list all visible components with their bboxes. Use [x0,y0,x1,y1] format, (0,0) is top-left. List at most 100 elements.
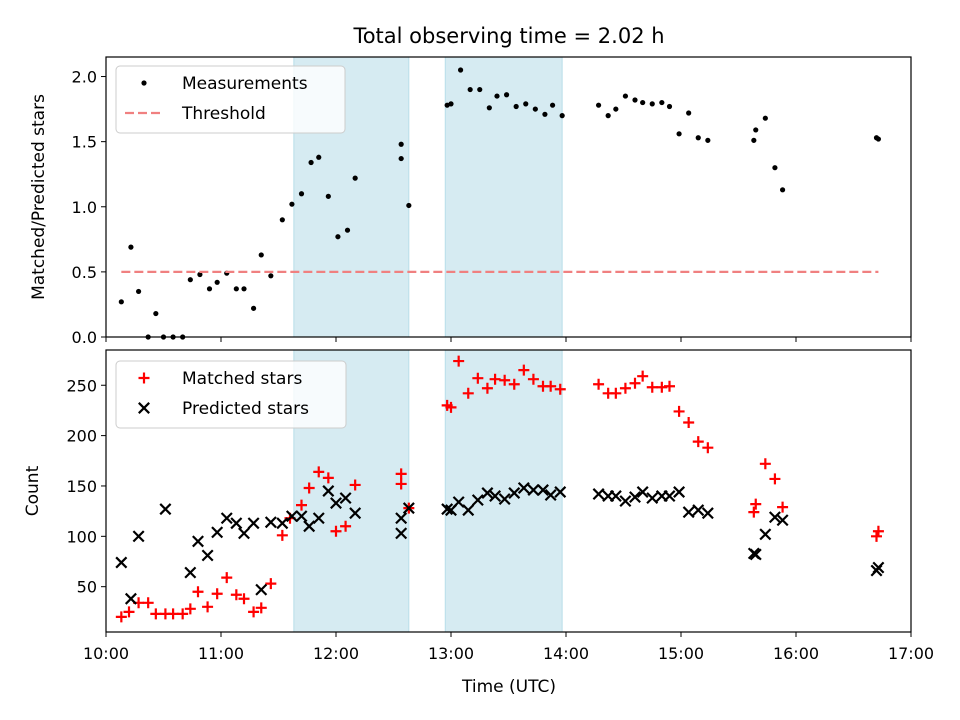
data-point [692,436,704,448]
data-point [619,495,632,508]
data-point [303,520,316,533]
data-point [532,106,538,112]
series-predicted-stars [115,482,885,605]
data-point [398,141,404,147]
data-point [184,566,197,579]
data-point [441,503,454,516]
data-point [241,286,247,292]
legend: Measurements Threshold [115,65,346,134]
data-point [457,67,464,73]
data-point [872,561,885,574]
data-point [609,490,622,503]
data-point [197,271,203,278]
data-point [255,602,267,614]
data-point [508,487,521,499]
y-axis-label: Matched/Predicted stars [29,94,49,300]
data-point [352,175,358,181]
y-axis-label: Count [23,465,43,516]
y-tick-label: 2.0 [72,68,97,87]
data-point [776,514,789,527]
data-point [322,472,334,484]
data-point [192,535,204,548]
data-point [489,490,502,503]
data-point [192,586,204,598]
data-point [513,103,519,110]
data-point [673,486,686,498]
data-point [542,111,548,117]
data-point [230,589,242,601]
legend-swatch [141,80,147,86]
data-point [279,217,285,223]
y-tick-label: 1.5 [72,133,97,152]
y-tick-label: 1.0 [72,198,97,217]
y-tick-label: 250 [66,376,97,395]
data-point [258,252,264,258]
data-point [349,507,362,520]
data-point [663,490,676,503]
data-point [695,135,701,141]
data-point [637,370,649,382]
data-point [610,387,622,399]
y-tick-label: 150 [66,477,97,496]
data-point [322,485,335,497]
x-tick-label: 13:00 [428,644,474,663]
data-point [398,155,404,162]
data-point [705,137,711,143]
data-point [632,97,638,103]
data-point [187,277,193,283]
data-point [517,482,530,494]
data-point [344,227,351,233]
data-point [593,378,605,390]
data-point [471,494,484,507]
data-point [664,380,675,392]
data-point [759,458,771,470]
data-point [692,504,705,517]
data-point [184,603,196,615]
data-point [759,528,772,541]
data-point [875,136,882,142]
series-matched-stars [115,355,884,623]
data-point [298,191,305,197]
data-point [701,507,714,520]
data-point [646,381,658,393]
data-point [462,504,475,517]
data-point [268,273,274,279]
ratio-panel: 0.0 0.5 1.0 1.5 2.0 Matched/Predicted stars Me… [29,56,912,347]
data-point [118,299,124,305]
data-point [349,479,361,491]
data-point [750,498,762,510]
data-point [636,486,649,498]
data-point [316,154,322,160]
data-point [308,159,314,166]
data-point [751,137,757,143]
data-point [276,517,289,530]
axes-frame [105,56,912,338]
data-point [230,517,243,530]
data-point [211,588,223,600]
data-point [123,606,135,618]
data-point [325,193,331,199]
data-point [214,279,220,285]
y-tick-label: 0.0 [72,328,97,347]
data-point [202,601,214,613]
data-point [238,527,250,540]
axes-frame [105,349,912,633]
data-point [201,549,214,562]
data-point [872,525,884,537]
x-axis-label: Time (UTC) [461,677,556,697]
y-tick-label: 100 [66,527,97,546]
data-point [683,417,695,429]
data-point [312,512,325,525]
legend-swatch [138,402,150,414]
data-point [659,99,665,106]
data-point [406,202,412,209]
data-point [499,374,511,386]
data-point [238,593,250,605]
legend-box [115,360,347,429]
legend-label: Predicted stars [182,399,309,419]
data-point [340,520,352,532]
data-point [518,364,530,376]
data-point [264,516,277,529]
legend-label: Threshold [181,104,266,124]
